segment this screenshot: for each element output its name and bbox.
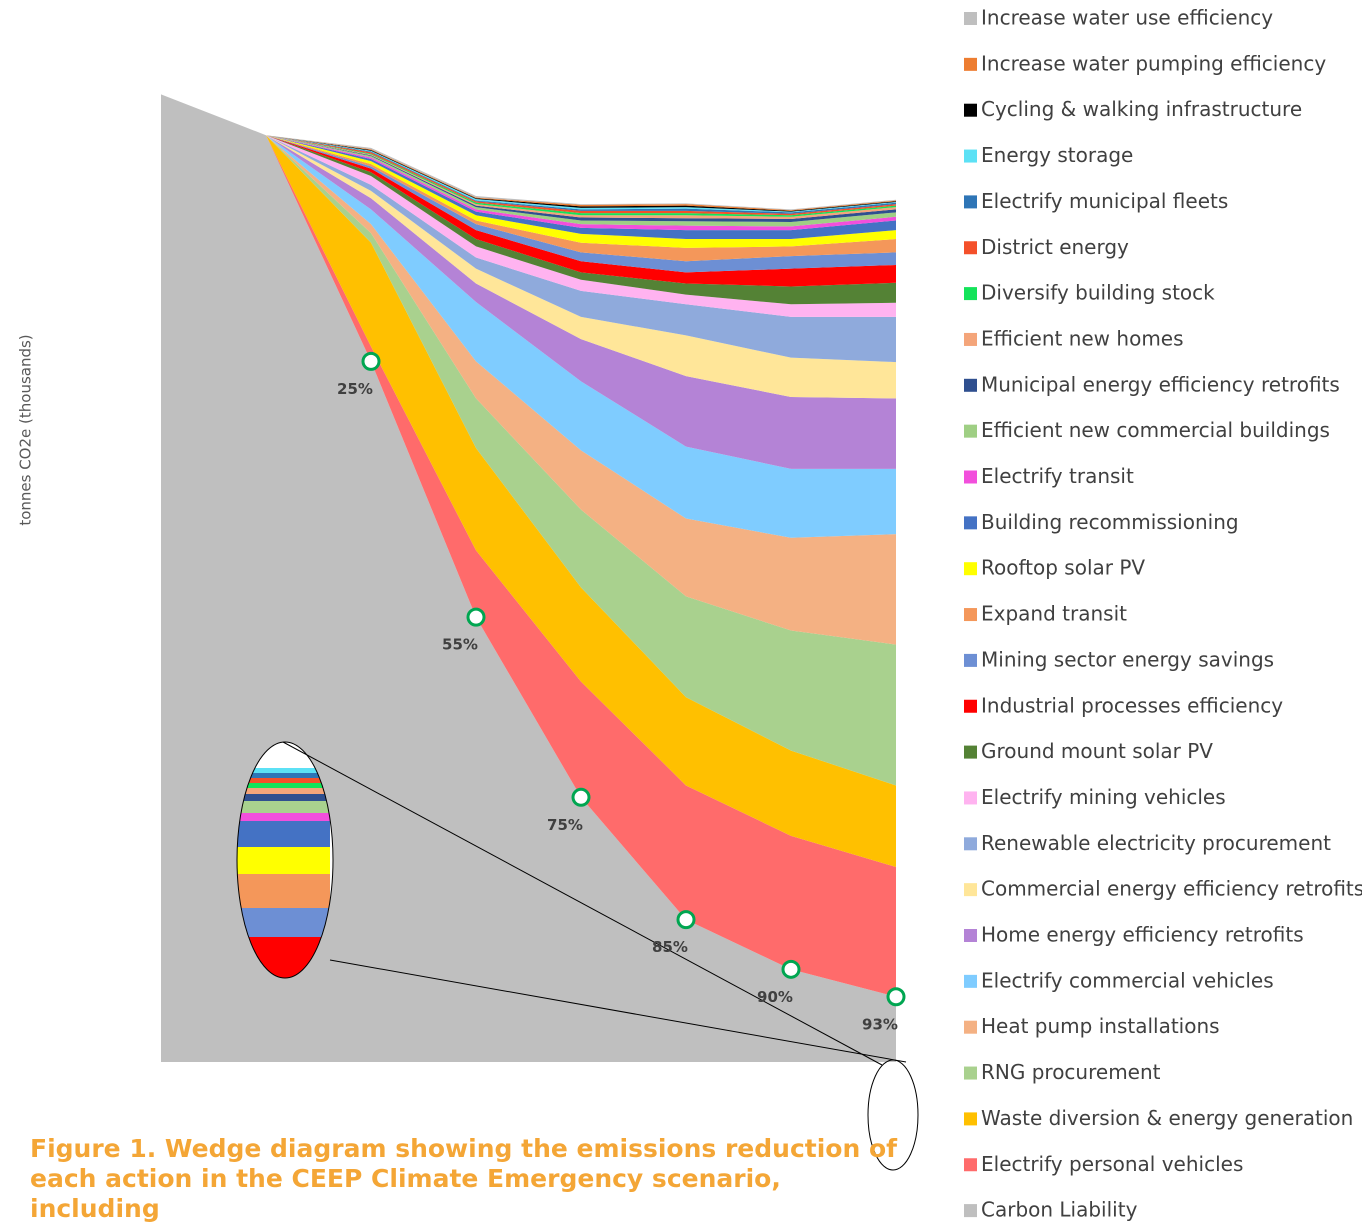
area (161, 94, 896, 538)
legend-label: Energy storage (981, 143, 1133, 167)
legend-label: District energy (981, 235, 1129, 259)
legend-swatch (964, 653, 977, 667)
legend-label: Efficient new commercial buildings (981, 418, 1330, 442)
area (161, 94, 896, 868)
legend-swatch (964, 837, 977, 851)
legend-swatch (964, 929, 977, 942)
legend-swatch (964, 745, 977, 759)
reduction-label: 90% (757, 988, 793, 1006)
reduction-label: 55% (442, 636, 478, 654)
legend-label: Home energy efficiency retrofits (981, 923, 1304, 947)
area (161, 94, 896, 287)
reduction-marker (466, 607, 486, 627)
legend-swatch (964, 287, 977, 301)
area (161, 94, 896, 399)
legend-label: Cycling & walking infrastructure (981, 97, 1302, 121)
caption: Figure 1. Wedge diagram showing the emis… (30, 1134, 898, 1223)
area (161, 94, 896, 262)
reduction-marker (886, 987, 906, 1007)
legend-label: Electrify mining vehicles (981, 785, 1226, 809)
legend-label: Rooftop solar PV (981, 556, 1145, 580)
legend-label: Municipal energy efficiency retrofits (981, 372, 1340, 396)
legend-label: RNG procurement (981, 1060, 1161, 1084)
legend-swatch (964, 378, 977, 392)
legend-label: Waste diversion & energy generation (981, 1106, 1353, 1130)
legend-swatch (964, 608, 977, 622)
legend-swatch (964, 516, 977, 530)
inset-stripes (237, 742, 333, 978)
legend-label: Electrify transit (981, 464, 1134, 488)
legend-label: Heat pump installations (981, 1014, 1220, 1038)
zoom-decoration (236, 741, 919, 1171)
legend-swatch (964, 562, 977, 576)
legend-label: Electrify municipal fleets (981, 189, 1228, 213)
legend-swatch (964, 1204, 977, 1218)
legend-label: Commercial energy efficiency retrofits (981, 877, 1362, 901)
legend-label: Diversify building stock (981, 281, 1215, 305)
reduction-marker (676, 910, 696, 930)
legend-label: Electrify personal vehicles (981, 1152, 1243, 1176)
reduction-markers: 25% 55% 75% 85% 90% 93% (337, 351, 906, 1033)
reduction-marker (781, 959, 801, 979)
area (161, 94, 896, 1062)
y-axis-label: tonnes CO2e (thousands) (17, 334, 35, 525)
legend-swatch (964, 1112, 977, 1126)
reduction-marker (571, 787, 591, 807)
legend-label: Electrify commercial vehicles (981, 968, 1274, 992)
reduction-label: 93% (862, 1015, 898, 1033)
legend-swatch (964, 149, 977, 163)
legend-swatch (964, 1158, 977, 1172)
legend-swatch (964, 470, 977, 484)
legend-label: Ground mount solar PV (981, 739, 1213, 763)
area (161, 94, 896, 786)
legend-label: Expand transit (981, 602, 1127, 626)
legend-swatch (964, 883, 977, 897)
reduction-marker (361, 351, 381, 371)
legend-label: Carbon Liability (981, 1198, 1138, 1222)
legend-swatch (964, 103, 977, 117)
legend-label: Increase water pumping efficiency (981, 51, 1326, 75)
area (161, 94, 896, 997)
area (161, 94, 896, 305)
caption-box: Figure 1. Wedge diagram showing the emis… (30, 1134, 898, 1223)
legend-swatch (964, 974, 977, 988)
area (161, 94, 896, 317)
legend-label: Efficient new homes (981, 326, 1184, 350)
area (161, 94, 896, 645)
legend-swatch (964, 12, 977, 25)
legend-label: Increase water use efficiency (981, 6, 1273, 30)
legend-swatch (964, 1020, 977, 1034)
areas (161, 94, 896, 1062)
legend-swatch (964, 57, 977, 71)
legend-label: Mining sector energy savings (981, 647, 1274, 671)
legend-label: Building recommissioning (981, 510, 1239, 534)
legend: Increase water use efficiency Increase wa… (964, 6, 1362, 1222)
legend-label: Industrial processes efficiency (981, 693, 1283, 717)
reduction-label: 85% (652, 938, 688, 956)
reduction-label: 75% (547, 816, 583, 834)
legend-label: Renewable electricity procurement (981, 831, 1331, 855)
legend-swatch (964, 241, 977, 255)
legend-swatch (964, 332, 977, 346)
area (161, 94, 896, 363)
reduction-label: 25% (337, 380, 373, 398)
legend-swatch (964, 195, 977, 209)
legend-swatch (964, 791, 977, 805)
legend-swatch (964, 1066, 977, 1080)
area (161, 94, 896, 469)
legend-swatch (964, 699, 977, 713)
legend-swatch (964, 424, 977, 438)
